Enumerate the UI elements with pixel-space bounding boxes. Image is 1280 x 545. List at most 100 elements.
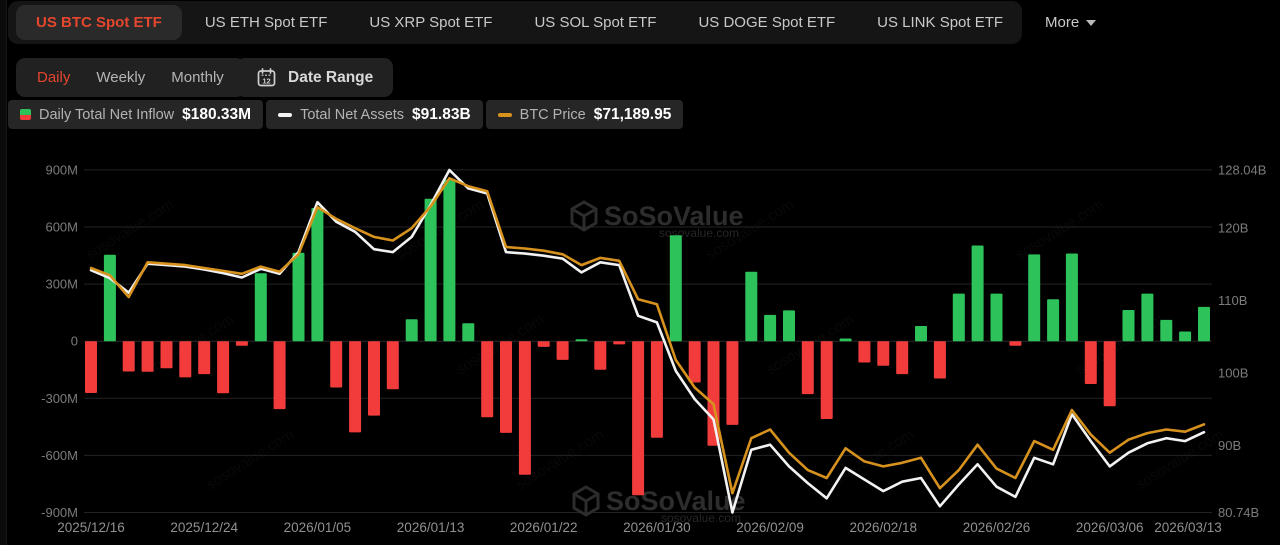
- inflow-bar-positive: [745, 271, 758, 342]
- date-range-button[interactable]: 12 Date Range: [236, 58, 394, 97]
- x-axis-label: 2026/01/05: [284, 520, 352, 535]
- legend-item-assets[interactable]: Total Net Assets $91.83B: [266, 100, 483, 129]
- left-axis-tick: -300M: [41, 391, 78, 406]
- inflow-bar-negative: [933, 341, 946, 379]
- inflow-bar-positive: [1198, 306, 1210, 342]
- legend-label: Total Net Assets: [300, 106, 405, 123]
- right-axis-tick: 90B: [1218, 438, 1241, 453]
- watermark-tile: sosovalue.com: [203, 426, 297, 493]
- right-axis-tick: 128.04B: [1218, 163, 1266, 178]
- tab-us-doge-spot-etf[interactable]: US DOGE Spot ETF: [677, 1, 856, 44]
- inflow-bar-positive: [764, 314, 777, 342]
- inflow-bar-negative: [1103, 341, 1116, 407]
- inflow-bar-negative: [1009, 341, 1022, 346]
- legend-value: $91.83B: [412, 105, 471, 123]
- inflow-bar-negative: [141, 341, 154, 372]
- tab-label: US SOL Spot ETF: [534, 14, 657, 31]
- btc-line-icon: [497, 112, 512, 117]
- date-range-label: Date Range: [288, 68, 374, 86]
- left-axis-tick: 300M: [45, 277, 78, 292]
- right-axis-tick: 80.74B: [1218, 505, 1259, 520]
- tab-us-eth-spot-etf[interactable]: US ETH Spot ETF: [184, 1, 349, 44]
- legend-item-btc[interactable]: BTC Price $71,189.95: [485, 100, 684, 129]
- inflow-bar-negative: [632, 341, 645, 496]
- left-axis-tick: -900M: [41, 505, 78, 520]
- inflow-bar-negative: [1084, 341, 1097, 384]
- inflow-bar-positive: [971, 245, 984, 342]
- svg-text:sosovalue.com: sosovalue.com: [661, 511, 741, 525]
- inflow-bar-negative: [896, 341, 909, 375]
- inflow-bar-negative: [273, 341, 286, 410]
- x-axis-label: 2026/02/26: [963, 520, 1031, 535]
- inflow-bar-negative: [537, 341, 550, 347]
- inflow-bar-negative: [235, 341, 248, 346]
- left-axis-tick: 600M: [45, 220, 78, 235]
- legend-value: $180.33M: [182, 105, 252, 123]
- inflow-bar-negative: [518, 341, 531, 475]
- x-axis-label: 2026/01/30: [623, 520, 691, 535]
- inflow-bars-icon: [20, 109, 31, 120]
- frequency-option-monthly[interactable]: Monthly: [171, 69, 224, 86]
- inflow-bar-positive: [443, 179, 456, 342]
- chevron-down-icon: [1086, 19, 1097, 26]
- inflow-bar-negative: [594, 341, 607, 370]
- assets-line-icon: [278, 112, 293, 117]
- inflow-bar-positive: [1028, 254, 1041, 342]
- inflow-bar-positive: [669, 235, 682, 342]
- tab-label: US BTC Spot ETF: [36, 14, 162, 31]
- tab-more[interactable]: More: [1024, 1, 1110, 44]
- x-axis-label: 2026/01/22: [510, 520, 578, 535]
- inflow-bar-negative: [122, 341, 135, 372]
- inflow-bar-negative: [368, 341, 380, 416]
- inflow-bar-positive: [1065, 253, 1078, 342]
- inflow-bar-positive: [1122, 310, 1135, 342]
- calendar-icon: 12: [257, 68, 276, 87]
- right-axis-tick: 110B: [1218, 293, 1247, 308]
- inflow-bar-positive: [1141, 293, 1154, 342]
- total-net-assets-line: [89, 168, 1206, 514]
- etf-tabbar: US BTC Spot ETF US ETH Spot ETF US XRP Spo…: [8, 1, 1097, 44]
- right-axis-tick: 120B: [1218, 221, 1248, 236]
- frequency-option-daily[interactable]: Daily: [37, 69, 71, 86]
- inflow-bar-positive: [424, 198, 437, 342]
- x-axis-label: 2026/02/09: [736, 520, 804, 535]
- inflow-bar-negative: [349, 341, 362, 433]
- inflow-bar-positive: [915, 326, 927, 342]
- inflow-bar-negative: [688, 341, 701, 383]
- inflow-bar-positive: [575, 339, 588, 342]
- tab-us-link-spot-etf[interactable]: US LINK Spot ETF: [856, 1, 1024, 44]
- tab-label: US ETH Spot ETF: [204, 14, 328, 31]
- inflow-bar-positive: [1179, 331, 1192, 342]
- tab-label: US DOGE Spot ETF: [698, 14, 836, 31]
- inflow-bar-negative: [85, 341, 97, 393]
- watermark-tile: sosovalue.com: [1133, 426, 1227, 493]
- svg-text:SoSoValue: SoSoValue: [606, 486, 746, 516]
- inflow-bar-positive: [952, 293, 965, 342]
- x-axis-label: 2025/12/24: [170, 520, 238, 535]
- right-axis-tick: 100B: [1218, 366, 1248, 381]
- inflow-bar-negative: [801, 341, 814, 395]
- inflow-bar-negative: [481, 341, 494, 418]
- inflow-bar-negative: [386, 341, 399, 390]
- tab-label: US LINK Spot ETF: [877, 14, 1004, 31]
- watermark-tile: sosovalue.com: [83, 196, 177, 263]
- legend-item-inflow[interactable]: Daily Total Net Inflow $180.33M: [8, 100, 264, 129]
- inflow-bar-positive: [292, 252, 305, 342]
- more-label: More: [1045, 14, 1080, 31]
- inflow-bar-positive: [839, 338, 852, 342]
- tab-us-btc-spot-etf[interactable]: US BTC Spot ETF: [16, 5, 182, 40]
- x-axis-label: 2026/03/13: [1154, 520, 1222, 535]
- inflow-bar-positive: [1047, 299, 1060, 342]
- left-axis-tick: -600M: [41, 448, 78, 463]
- inflow-bar-negative: [820, 341, 833, 419]
- tab-us-sol-spot-etf[interactable]: US SOL Spot ETF: [513, 1, 677, 44]
- legend-value: $71,189.95: [593, 105, 672, 123]
- inflow-bar-positive: [103, 254, 116, 342]
- tab-us-xrp-spot-etf[interactable]: US XRP Spot ETF: [348, 1, 513, 44]
- inflow-bar-positive: [990, 293, 1003, 342]
- frequency-option-weekly[interactable]: Weekly: [96, 69, 146, 86]
- left-axis-tick: 0: [71, 334, 78, 349]
